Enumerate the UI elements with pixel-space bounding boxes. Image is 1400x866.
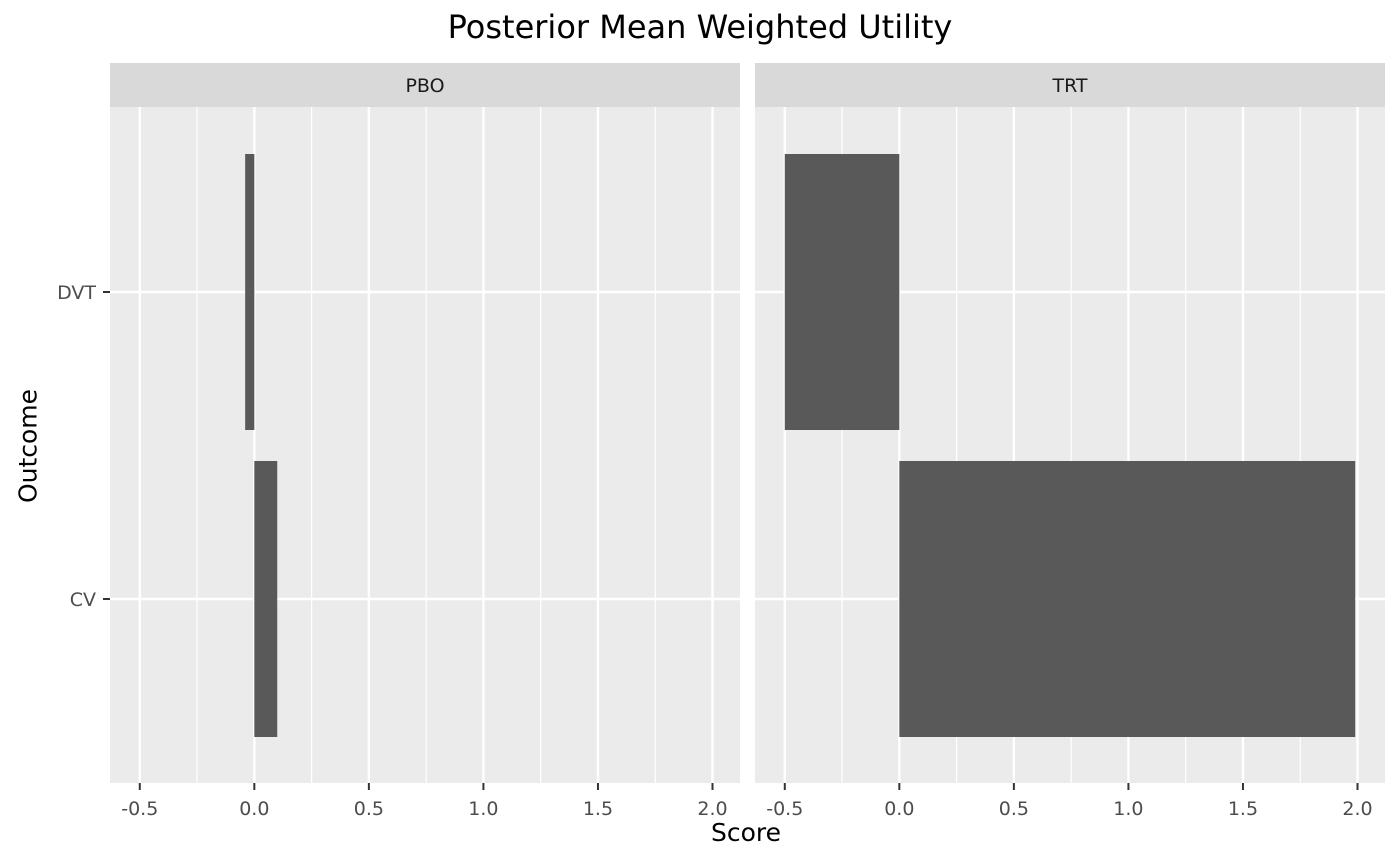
x-axis-label: Score xyxy=(710,818,782,847)
facet-strip-label: TRT xyxy=(1051,75,1087,97)
facet-strip-label: PBO xyxy=(405,75,444,97)
bar-dvt xyxy=(245,154,255,430)
x-tick-label: 0.5 xyxy=(354,798,384,820)
bar-cv xyxy=(899,461,1356,737)
y-tick-label: DVT xyxy=(57,282,96,304)
chart-title: Posterior Mean Weighted Utility xyxy=(447,8,953,46)
x-tick-label: 1.0 xyxy=(1113,798,1143,820)
bar-dvt xyxy=(784,154,900,430)
y-tick-label: CV xyxy=(70,589,96,611)
x-tick-label: 2.0 xyxy=(1342,798,1372,820)
x-tick-label: 1.5 xyxy=(1228,798,1258,820)
facet-strip xyxy=(110,63,740,107)
panel-background xyxy=(110,107,740,783)
x-tick-label: 1.0 xyxy=(468,798,498,820)
x-tick-label: 1.5 xyxy=(583,798,613,820)
x-tick-label: -0.5 xyxy=(121,798,158,820)
facet-strip xyxy=(755,63,1385,107)
x-tick-label: -0.5 xyxy=(766,798,803,820)
x-tick-label: 0.0 xyxy=(239,798,269,820)
x-tick-label: 0.5 xyxy=(999,798,1029,820)
facet-panel-pbo: PBO -0.5 0.0 0.5 1.0 1.5 2.0 xyxy=(110,63,740,820)
x-tick-label: 0.0 xyxy=(884,798,914,820)
x-tick-label: 2.0 xyxy=(697,798,727,820)
facet-panel-trt: TRT -0.5 0.0 0.5 1.0 1.5 2.0 xyxy=(755,63,1385,820)
bar-cv xyxy=(254,461,278,737)
